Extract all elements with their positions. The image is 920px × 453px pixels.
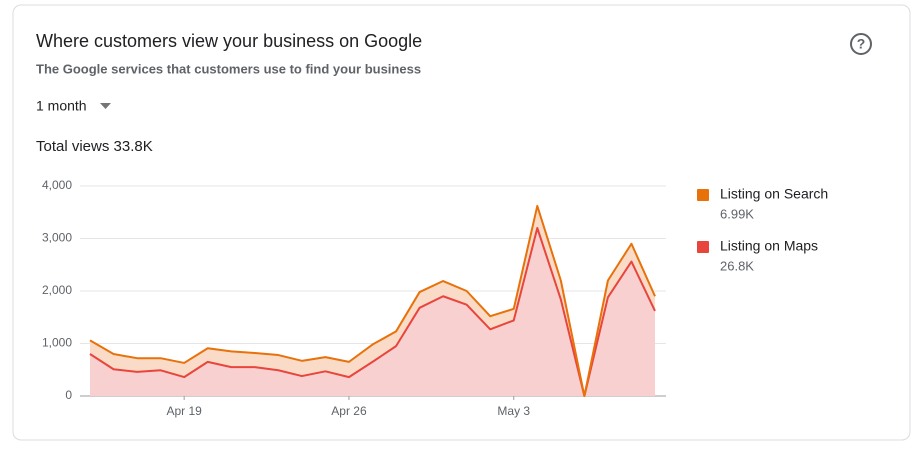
area: [90, 228, 655, 396]
legend-label: Listing on Search: [720, 186, 828, 202]
legend-label: Listing on Maps: [720, 238, 818, 254]
y-tick-label: 1,000: [42, 336, 72, 350]
x-tick-label: May 3: [497, 404, 530, 418]
help-icon[interactable]: ?: [850, 33, 872, 55]
y-tick-label: 4,000: [42, 178, 72, 192]
help-circle[interactable]: [850, 33, 872, 55]
card-title: Where customers view your business on Go…: [36, 31, 422, 51]
total-views: Total views 33.8K: [36, 138, 153, 155]
line: [89, 227, 656, 397]
plot: 0 1,000 2,000 3,000 4,000 Apr 19 Apr 26 May 3: [42, 178, 666, 418]
legend-total: 6.99K: [720, 206, 754, 221]
x-tick-label: Apr 19: [166, 404, 202, 418]
card-border: [12, 4, 911, 441]
period-label[interactable]: 1 month: [36, 98, 87, 114]
legend-swatch: [697, 189, 709, 201]
legend-swatch: [697, 241, 709, 253]
line: [89, 204, 656, 397]
help-mark[interactable]: ?: [857, 36, 866, 52]
period-dropdown[interactable]: 1 month: [36, 98, 111, 114]
card-subtitle: The Google services that customers use t…: [36, 61, 421, 76]
area: [90, 205, 655, 396]
legend-total: 26.8K: [720, 258, 754, 273]
x-tick-label: Apr 26: [331, 404, 367, 418]
legend: Listing on Search 6.99K Listing on Maps 26.…: [697, 186, 828, 273]
dropdown-arrow[interactable]: [100, 103, 111, 109]
y-tick-label: 0: [65, 388, 72, 402]
y-tick-label: 3,000: [42, 231, 72, 245]
y-tick-label: 2,000: [42, 283, 72, 297]
